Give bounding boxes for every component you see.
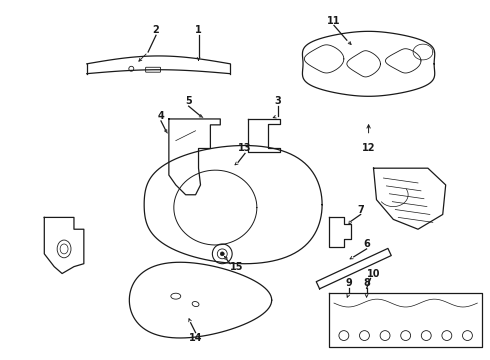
- Text: 3: 3: [274, 96, 281, 106]
- Text: 5: 5: [185, 96, 192, 106]
- Text: 6: 6: [363, 239, 370, 249]
- Text: 12: 12: [362, 144, 375, 153]
- Text: 8: 8: [363, 278, 370, 288]
- Text: 2: 2: [153, 25, 159, 35]
- Text: 9: 9: [345, 278, 352, 288]
- Text: 14: 14: [189, 333, 202, 342]
- Text: 10: 10: [367, 269, 380, 279]
- Text: 15: 15: [230, 262, 244, 272]
- Circle shape: [220, 252, 224, 256]
- Text: 11: 11: [327, 15, 341, 26]
- Text: 7: 7: [357, 204, 364, 215]
- Text: 13: 13: [238, 144, 252, 153]
- Text: 1: 1: [195, 25, 202, 35]
- Text: 4: 4: [158, 111, 164, 121]
